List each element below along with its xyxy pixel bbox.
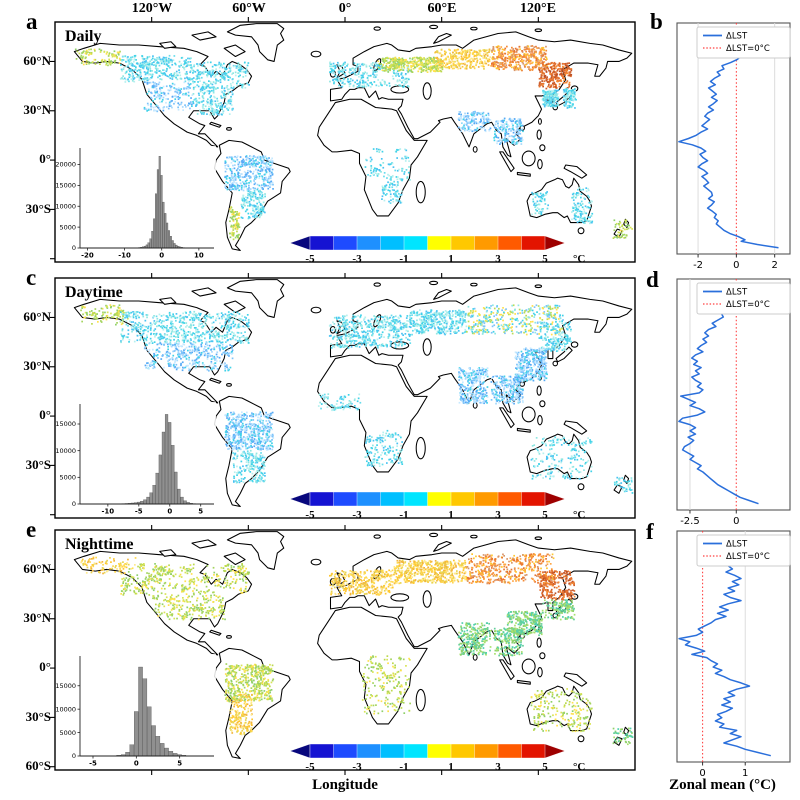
legend-series-label: ΔLST [726,540,748,550]
lat-tick-label: 0° [39,407,51,422]
legend-reference-label: ΔLST=0°C [726,44,770,54]
lat-tick-label: 60°S [25,758,51,773]
panel-letter-c: c [26,265,37,290]
svg-text:10000: 10000 [55,202,76,210]
panel-letter-f: f [646,519,654,544]
lon-tick-label: 60°E [427,1,457,16]
lat-tick-label: 60°N [23,561,51,576]
lon-tick-label: 0° [338,1,352,16]
colorbar: -5 -3 -1 1 3 5 °C [289,235,585,265]
legend-reference-label: ΔLST=0°C [726,300,770,310]
lat-tick-label: 30°S [25,457,51,472]
svg-text:5000: 5000 [59,223,76,231]
zonal-mean-line [678,28,779,249]
map-daily: 0 5000 10000 15000 20000 -20 -10 0 10 -5 -3 -1 1 3 5 °C [50,17,636,265]
inset-histogram: 0 5000 10000 15000 20000 -20 -10 0 10 [55,146,216,260]
lat-tick-label: 60°N [23,53,51,68]
lat-tick-label: 30°N [23,102,51,117]
legend: ΔLST ΔLST=0°C [696,26,791,59]
svg-text:-20: -20 [81,252,94,260]
anomaly-dots [80,304,634,494]
zonal-mean-line [678,284,765,505]
svg-text:0: 0 [72,244,76,252]
zonal-mean-line [678,536,771,757]
legend-reference-label: ΔLST=0°C [726,552,770,562]
svg-text:-5: -5 [305,253,315,265]
lat-tick-label: 30°S [25,201,51,216]
svg-text:5: 5 [542,253,548,265]
svg-text:-3: -3 [352,253,362,265]
lat-tick-label: 0° [39,659,51,674]
colorbar: -5 -3 -1 1 3 5 °C [289,743,585,773]
map-ticks [50,273,539,516]
svg-text:0: 0 [159,252,164,260]
map-ticks [50,17,539,260]
lon-tick-label: 120°E [520,1,556,16]
map-title-daily: Daily [65,28,102,45]
svg-text:°C: °C [573,253,585,265]
svg-text:3: 3 [495,253,501,265]
legend: ΔLST ΔLST=0°C [696,534,791,567]
legend-series-label: ΔLST [726,32,748,42]
lat-tick-label: 0° [39,151,51,166]
panel-letter-b: b [650,9,663,34]
svg-text:20000: 20000 [55,161,76,169]
lat-tick-label: 30°N [23,358,51,373]
map-title-daytime: Daytime [65,284,123,301]
svg-text:1: 1 [448,253,454,265]
lat-tick-label: 30°S [25,709,51,724]
map-title-nighttime: Nighttime [65,536,134,553]
zonal-x-axis-label: Zonal mean (°C) [669,777,776,793]
legend: ΔLST ΔLST=0°C [696,282,791,315]
panel-letter-d: d [646,267,659,292]
lon-tick-label: 120°W [131,1,173,16]
svg-text:15000: 15000 [55,182,76,190]
lat-tick-label: 60°N [23,309,51,324]
anomaly-dots [80,553,634,746]
svg-text:10: 10 [194,252,204,260]
svg-text:-1: -1 [399,253,408,265]
svg-text:-10: -10 [118,252,131,260]
anomaly-dots [74,45,633,241]
lat-tick-label: 30°N [23,610,51,625]
map-ticks [50,525,539,775]
legend-series-label: ΔLST [726,288,748,298]
colorbar: -5 -3 -1 1 3 5 °C [289,491,585,521]
panel-letter-e: e [26,517,37,542]
lon-tick-label: 60°W [232,1,266,16]
panel-letter-a: a [26,9,38,34]
maps-x-axis-label: Longitude [312,777,378,793]
